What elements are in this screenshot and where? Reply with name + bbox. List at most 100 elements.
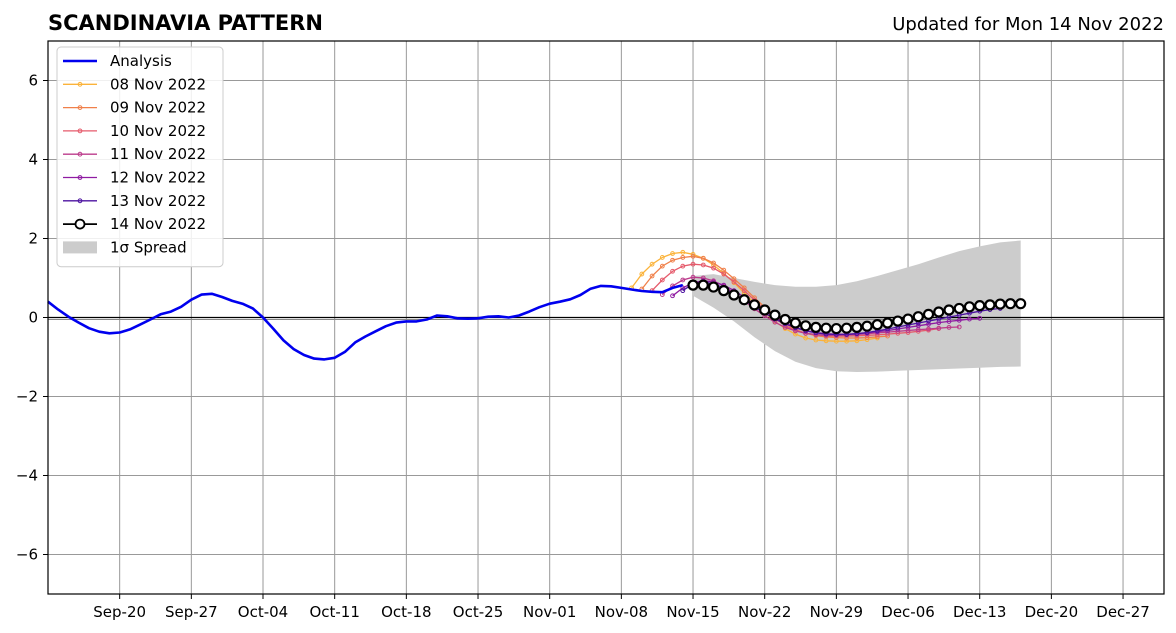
series-point xyxy=(946,324,952,330)
x-tick-label: Oct-11 xyxy=(309,603,359,621)
x-tick-label: Oct-04 xyxy=(238,603,288,621)
legend-item: 08 Nov 2022 xyxy=(63,75,206,93)
y-tick-label: −2 xyxy=(16,388,38,406)
series-point xyxy=(963,301,976,313)
x-tick-label: Oct-18 xyxy=(381,603,431,621)
legend-item: 09 Nov 2022 xyxy=(63,99,206,117)
legend-item: 13 Nov 2022 xyxy=(63,192,206,210)
series-point xyxy=(659,255,665,260)
analysis-series xyxy=(47,283,684,361)
y-tick-label: 6 xyxy=(28,72,38,90)
legend-item: 12 Nov 2022 xyxy=(63,169,206,187)
x-tick-label: Nov-01 xyxy=(523,603,576,621)
series-point xyxy=(690,253,696,259)
series-point xyxy=(984,299,996,311)
series-point xyxy=(697,279,709,291)
series-point xyxy=(854,338,860,344)
series-point xyxy=(687,279,699,291)
series-point xyxy=(700,262,706,268)
legend-box xyxy=(56,46,224,268)
legend: Analysis 08 Nov 2022 09 Nov 2022 10 Nov 202… xyxy=(56,46,224,268)
legend-marker xyxy=(77,81,83,87)
series-point xyxy=(936,325,942,331)
series-point xyxy=(800,320,812,332)
series-point xyxy=(977,315,983,321)
x-tick-label: Nov-15 xyxy=(666,603,719,621)
series-point xyxy=(707,281,720,293)
legend-marker xyxy=(74,218,86,230)
legend-label: 13 Nov 2022 xyxy=(110,192,206,210)
series-point xyxy=(974,300,986,312)
series-point xyxy=(841,322,853,334)
y-tick-label: −6 xyxy=(16,546,38,564)
legend-marker xyxy=(77,151,83,157)
series-point xyxy=(926,321,931,327)
legend-marker xyxy=(77,105,83,110)
series-point xyxy=(711,265,716,271)
y-tick-label: 4 xyxy=(28,151,38,169)
series-point xyxy=(892,315,904,327)
y-tick-label: 2 xyxy=(28,230,38,248)
series-point xyxy=(680,263,686,269)
series-point xyxy=(953,302,965,315)
legend-label: 14 Nov 2022 xyxy=(110,215,206,233)
x-tick-label: Nov-22 xyxy=(738,603,791,621)
x-tick-label: Sep-27 xyxy=(165,603,218,621)
series-point xyxy=(1004,298,1017,310)
series-point xyxy=(844,338,850,344)
legend-marker xyxy=(77,198,83,204)
series-point xyxy=(690,274,696,280)
legend-label: 1σ Spread xyxy=(110,238,187,256)
series-point xyxy=(881,317,894,329)
series-point xyxy=(994,298,1006,310)
series-point xyxy=(789,317,802,329)
series-point xyxy=(803,335,809,341)
series-point xyxy=(659,263,665,269)
legend-label: 12 Nov 2022 xyxy=(110,169,206,187)
legend-marker xyxy=(77,128,83,134)
legend-label: 10 Nov 2022 xyxy=(110,122,206,140)
series-point xyxy=(690,261,696,267)
series-point xyxy=(905,328,911,333)
series-point xyxy=(731,276,737,282)
x-tick-label: Dec-13 xyxy=(953,603,1007,621)
chart-subtitle: Updated for Mon 14 Nov 2022 xyxy=(892,14,1164,35)
series-point xyxy=(670,293,675,299)
analysis-line xyxy=(47,283,684,361)
series-point xyxy=(718,285,730,297)
legend-label: Analysis xyxy=(110,52,172,70)
chart-title: SCANDINAVIA PATTERN xyxy=(48,11,323,35)
legend-label: 08 Nov 2022 xyxy=(110,75,206,93)
series-point xyxy=(820,322,832,334)
spread-band xyxy=(693,240,1021,372)
series-point xyxy=(670,257,675,263)
series-point xyxy=(810,321,822,333)
legend-swatch xyxy=(63,241,97,254)
series-14-nov-2022 xyxy=(687,279,1027,335)
series-point xyxy=(851,321,863,333)
series-point xyxy=(943,304,955,316)
series-point xyxy=(670,251,675,256)
series-point xyxy=(711,260,716,266)
x-tick-label: Dec-27 xyxy=(1096,603,1150,621)
x-tick-label: Dec-20 xyxy=(1025,603,1079,621)
spread-area xyxy=(693,240,1021,372)
series-point xyxy=(670,268,675,274)
series-point xyxy=(731,279,737,285)
series-point xyxy=(700,255,706,261)
series-point xyxy=(649,273,655,279)
axis-ticks: Sep-20 Sep-27 Oct-04 Oct-11 Oct-18 Oct-25 Nov-… xyxy=(16,72,1150,622)
series-point xyxy=(649,261,655,267)
legend-item: 1σ Spread xyxy=(63,238,187,256)
legend-item: 11 Nov 2022 xyxy=(63,145,206,163)
legend-item: 10 Nov 2022 xyxy=(63,122,206,140)
x-tick-label: Sep-20 xyxy=(93,603,146,621)
series-point xyxy=(871,319,883,331)
legend-label: 11 Nov 2022 xyxy=(110,145,206,163)
x-tick-label: Oct-25 xyxy=(453,603,503,621)
series-point xyxy=(912,311,924,323)
series-point xyxy=(738,294,750,306)
series-point xyxy=(728,289,740,301)
series-point xyxy=(922,308,935,320)
